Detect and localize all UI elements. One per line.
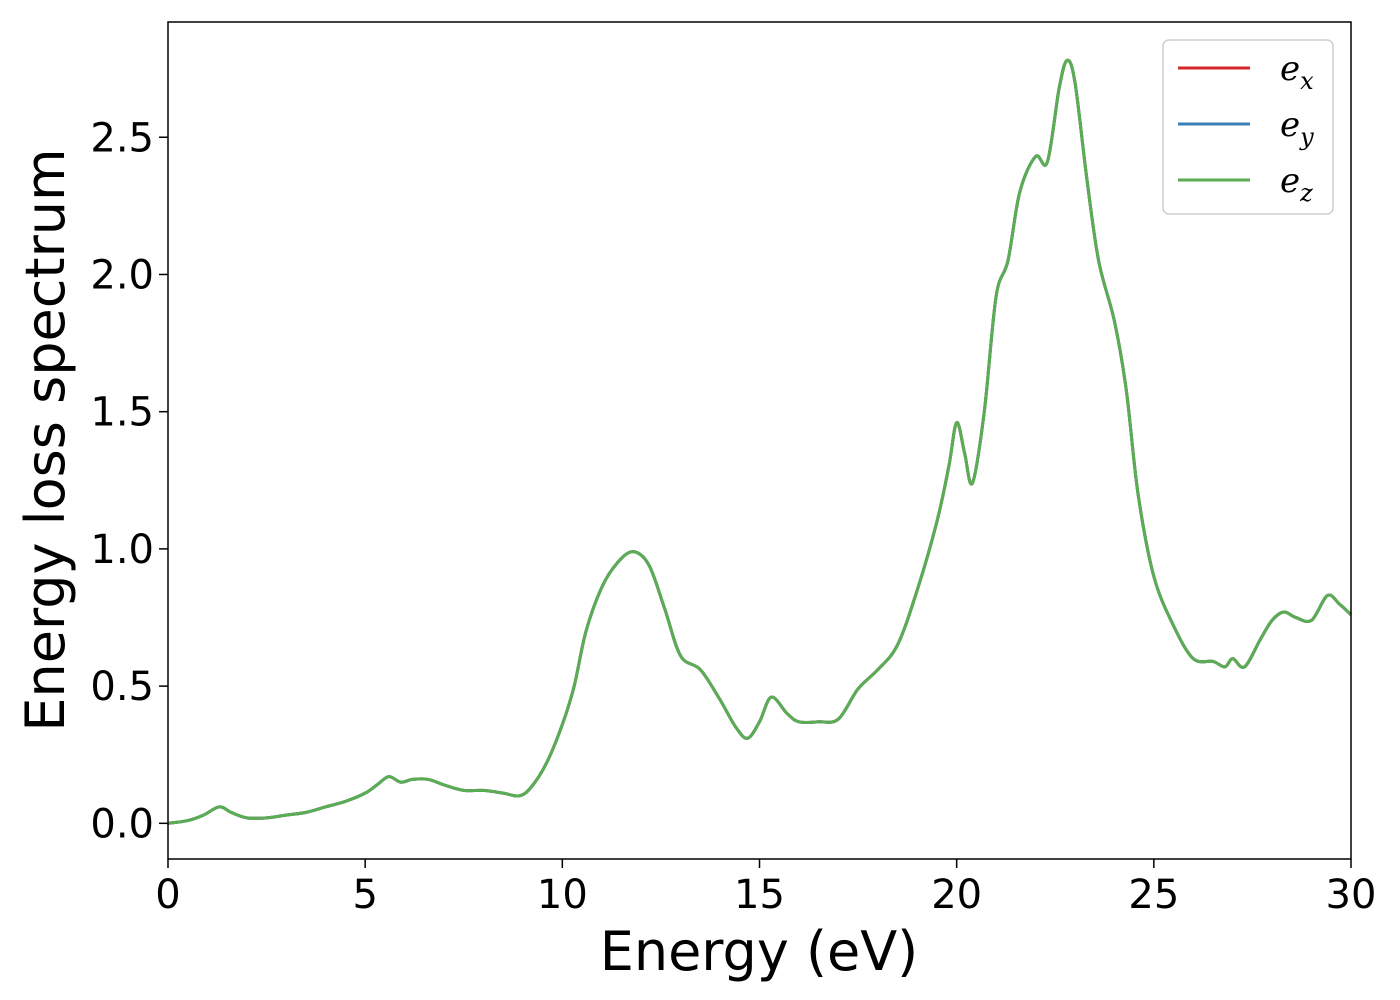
y-tick-label: 2.0	[90, 252, 154, 298]
legend-frame	[1162, 39, 1334, 215]
y-tick-label: 2.5	[90, 115, 154, 161]
x-tick-label: 10	[537, 872, 588, 918]
series-layer	[167, 58, 1353, 825]
x-axis: 0 5 10 15 20 25 30	[155, 859, 1376, 918]
y-tick-label: 0.5	[90, 664, 154, 710]
x-tick-label: 20	[931, 872, 982, 918]
legend-label-e-x: ex	[1280, 49, 1314, 95]
legend-label-e-y: ey	[1280, 105, 1314, 151]
series-line-e-z	[167, 58, 1353, 825]
x-tick-label: 15	[734, 872, 785, 918]
y-tick-label: 1.0	[90, 527, 154, 573]
legend: ex ey ez	[1162, 39, 1334, 215]
x-axis-label: Energy (eV)	[600, 920, 919, 983]
legend-label-e-z: ez	[1280, 161, 1313, 207]
y-axis: 0.0 0.5 1.0 1.5 2.0 2.5	[90, 115, 168, 847]
x-tick-label: 30	[1326, 872, 1377, 918]
y-axis-label: Energy loss spectrum	[14, 148, 77, 731]
y-tick-label: 1.5	[90, 390, 154, 436]
y-tick-label: 0.0	[90, 801, 154, 847]
x-tick-label: 25	[1128, 872, 1179, 918]
x-tick-label: 5	[352, 872, 377, 918]
x-tick-label: 0	[155, 872, 180, 918]
